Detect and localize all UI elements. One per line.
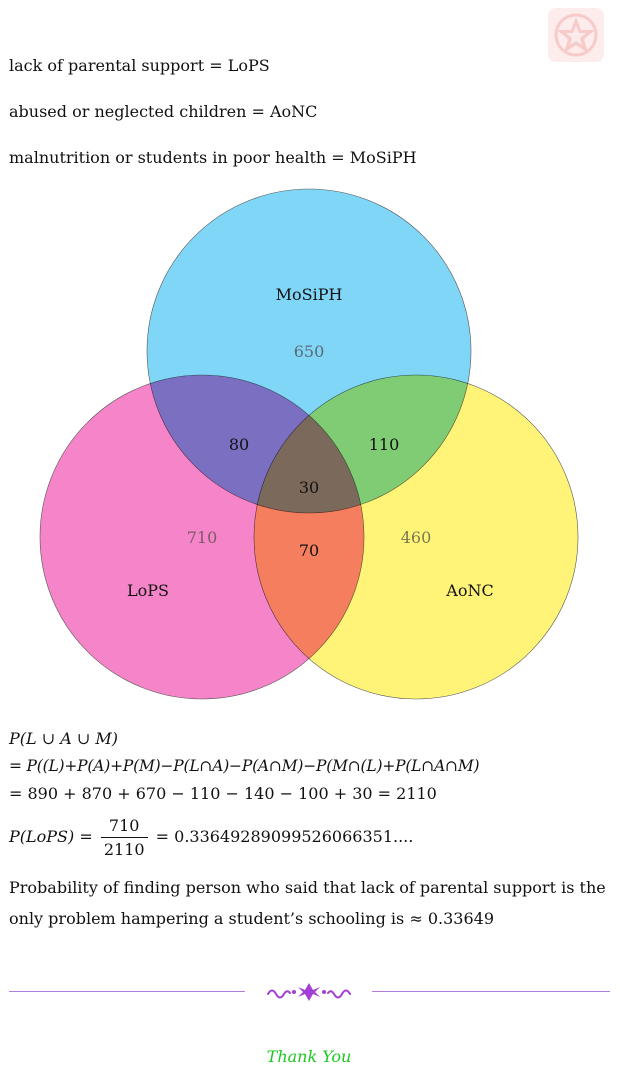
venn-value-all-three: 30 bbox=[299, 478, 319, 497]
fraction-denominator: 2110 bbox=[103, 840, 145, 859]
divider-left bbox=[9, 991, 245, 992]
divider-right bbox=[372, 991, 610, 992]
venn-diagram: MoSiPH LoPS AoNC 650 710 460 80 110 70 3… bbox=[39, 188, 579, 700]
star-logo-icon bbox=[548, 8, 604, 62]
venn-value-only-mosiph: 650 bbox=[294, 342, 325, 361]
definition-mosiph: malnutrition or students in poor health … bbox=[9, 148, 417, 167]
probability-lhs: P(LoPS) = bbox=[9, 827, 93, 846]
formula-union: P(L ∪ A ∪ M) bbox=[9, 729, 118, 748]
venn-circle-aonc bbox=[253, 374, 579, 700]
venn-value-lops-aonc: 70 bbox=[299, 541, 319, 560]
venn-value-only-aonc: 460 bbox=[401, 528, 432, 547]
venn-label-mosiph: MoSiPH bbox=[276, 285, 343, 304]
definition-lops: lack of parental support = LoPS bbox=[9, 56, 270, 75]
venn-value-mosiph-aonc: 110 bbox=[369, 435, 400, 454]
formula-expansion: = P((L)+P(A)+P(M)−P(L∩A)−P(A∩M)−P(M∩(L)+… bbox=[9, 757, 480, 775]
venn-value-only-lops: 710 bbox=[187, 528, 218, 547]
probability-fraction: 710 2110 bbox=[100, 816, 148, 859]
definition-aonc: abused or neglected children = AoNC bbox=[9, 102, 318, 121]
venn-label-lops: LoPS bbox=[127, 581, 169, 600]
flourish-ornament-icon bbox=[267, 983, 351, 1001]
formula-calculation: = 890 + 870 + 670 − 110 − 140 − 100 + 30… bbox=[9, 784, 437, 803]
venn-value-lops-mosiph: 80 bbox=[229, 435, 249, 454]
thank-you-text: Thank You bbox=[266, 1047, 352, 1066]
probability-equation: P(LoPS) = 710 2110 = 0.33649289099526066… bbox=[9, 816, 413, 859]
venn-label-aonc: AoNC bbox=[445, 581, 493, 600]
fraction-numerator: 710 bbox=[100, 816, 148, 838]
conclusion-text: Probability of finding person who said t… bbox=[9, 878, 606, 928]
probability-rhs: = 0.33649289099526066351.... bbox=[155, 827, 414, 846]
